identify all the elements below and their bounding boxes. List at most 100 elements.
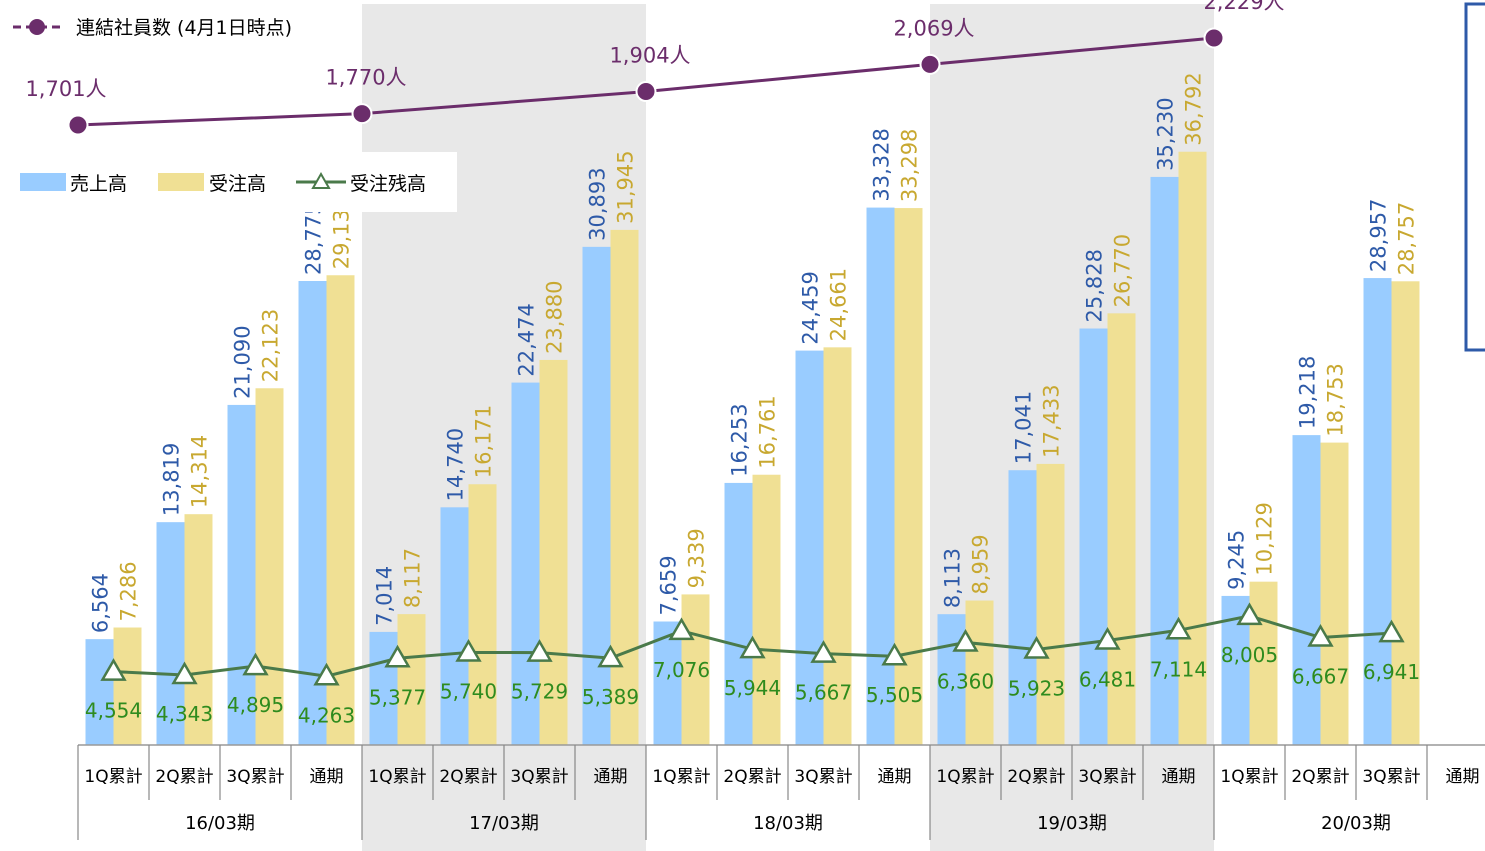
bar-label-orders: 17,433: [1040, 384, 1064, 457]
legend-orders-swatch: [158, 173, 204, 191]
bar-label-orders: 8,959: [969, 534, 993, 594]
bar-label-orders: 24,661: [827, 268, 851, 341]
bar-orders: [255, 388, 284, 745]
category-label: 3Q累計: [1362, 767, 1420, 787]
bar-label-orders: 10,129: [1253, 502, 1277, 575]
backlog-marker: [1378, 619, 1405, 643]
bar-label-sales: 28,957: [1367, 199, 1391, 272]
legend-employee-marker: [29, 19, 45, 35]
backlog-label: 6,360: [937, 669, 994, 693]
backlog-label: 5,944: [724, 676, 781, 700]
bar-orders: [1178, 151, 1207, 745]
backlog-label: 5,729: [511, 680, 568, 704]
category-label: 2Q累計: [723, 767, 781, 787]
category-label: 通期: [310, 767, 344, 787]
legend-sales-swatch: [20, 173, 66, 191]
bar-sales: [227, 404, 256, 745]
period-label: 19/03期: [1037, 813, 1107, 834]
category-label: 3Q累計: [794, 767, 852, 787]
bar-label-sales: 33,328: [870, 128, 894, 201]
backlog-label: 6,941: [1363, 660, 1420, 684]
backlog-label: 7,076: [653, 658, 710, 682]
employee-label: 2,229人: [1203, 0, 1284, 14]
bar-sales: [85, 639, 114, 745]
bar-orders: [468, 484, 497, 745]
bar-label-orders: 14,314: [188, 435, 212, 508]
backlog-marker: [597, 644, 624, 668]
backlog-marker: [952, 628, 979, 652]
bar-label-sales: 19,218: [1296, 356, 1320, 429]
bar-label-sales: 14,740: [444, 428, 468, 501]
bar-orders: [681, 594, 710, 745]
legend-backlog-marker: [311, 171, 331, 189]
backlog-marker: [1307, 623, 1334, 647]
bar-label-orders: 7,286: [117, 561, 141, 621]
legend-box: [8, 152, 457, 212]
category-label: 通期: [1162, 767, 1196, 787]
bar-label-orders: 9,339: [685, 528, 709, 588]
bar-orders: [539, 359, 568, 745]
employee-marker: [1203, 27, 1225, 49]
bar-sales: [937, 614, 966, 745]
bar-sales: [1292, 435, 1321, 745]
backlog-label: 5,923: [1008, 676, 1065, 700]
bar-sales: [1363, 278, 1392, 745]
backlog-label: 5,667: [795, 681, 852, 705]
bar-orders: [184, 514, 213, 745]
backlog-label: 5,505: [866, 683, 923, 707]
bar-value-labels: 6,564 7,286 13,819 14,314 21,090 22,123 28,775…: [89, 72, 1419, 633]
backlog-marker: [242, 652, 269, 676]
legend: 連結社員数 (4月1日時点) 売上高 受注高 受注残高: [8, 17, 457, 212]
bar-label-orders: 22,123: [259, 309, 283, 382]
category-label: 3Q累計: [510, 767, 568, 787]
category-label: 2Q累計: [1291, 767, 1349, 787]
backlog-marker: [1094, 626, 1121, 650]
category-axis: 1Q累計 2Q累計 3Q累計 通期 1Q累計 2Q累計 3Q累計 通期 1Q累計 2Q累計 3Q累計…: [77, 744, 1485, 840]
category-label: 通期: [1446, 767, 1480, 787]
employee-label: 1,701人: [25, 77, 106, 101]
bar-sales: [653, 621, 682, 745]
period-label: 20/03期: [1321, 813, 1391, 834]
bar-sales: [1150, 176, 1179, 745]
bar-label-sales: 6,564: [89, 573, 113, 633]
category-label: 通期: [878, 767, 912, 787]
bar-orders: [1107, 313, 1136, 745]
bar-label-orders: 36,792: [1182, 72, 1206, 145]
bar-label-orders: 18,753: [1324, 363, 1348, 436]
legend-backlog-label: 受注残高: [350, 173, 426, 195]
backlog-marker: [1165, 616, 1192, 640]
backlog-marker: [739, 635, 766, 659]
period-label: 18/03期: [753, 813, 823, 834]
bar-label-orders: 28,757: [1395, 202, 1419, 275]
side-frame: [1464, 2, 1485, 352]
category-label: 1Q累計: [84, 767, 142, 787]
category-label: 2Q累計: [1007, 767, 1065, 787]
bar-series: [85, 151, 1420, 746]
bar-label-orders: 23,880: [543, 280, 567, 353]
bar-label-sales: 25,828: [1083, 249, 1107, 322]
legend-sales-label: 売上高: [70, 173, 127, 195]
bar-label-orders: 31,945: [614, 150, 638, 223]
bar-label-sales: 8,113: [941, 548, 965, 608]
employee-label: 1,904人: [609, 44, 690, 68]
bar-orders: [752, 474, 781, 745]
bar-label-sales: 9,245: [1225, 530, 1249, 590]
bar-orders: [1036, 463, 1065, 745]
bar-sales: [511, 382, 540, 745]
employee-marker: [919, 53, 941, 75]
bar-sales: [440, 507, 469, 745]
bar-orders: [326, 275, 355, 745]
backlog-label: 4,343: [156, 702, 213, 726]
bar-label-sales: 22,474: [515, 303, 539, 376]
bar-orders: [610, 229, 639, 746]
backlog-label: 8,005: [1221, 643, 1278, 667]
bar-orders: [397, 614, 426, 745]
bar-label-sales: 7,014: [373, 566, 397, 626]
bar-sales: [582, 246, 611, 745]
bar-label-sales: 28,775: [302, 202, 326, 275]
bar-sales: [156, 522, 185, 745]
employee-label: 1,770人: [325, 66, 406, 90]
backlog-marker: [100, 658, 127, 681]
category-label: 3Q累計: [1078, 767, 1136, 787]
